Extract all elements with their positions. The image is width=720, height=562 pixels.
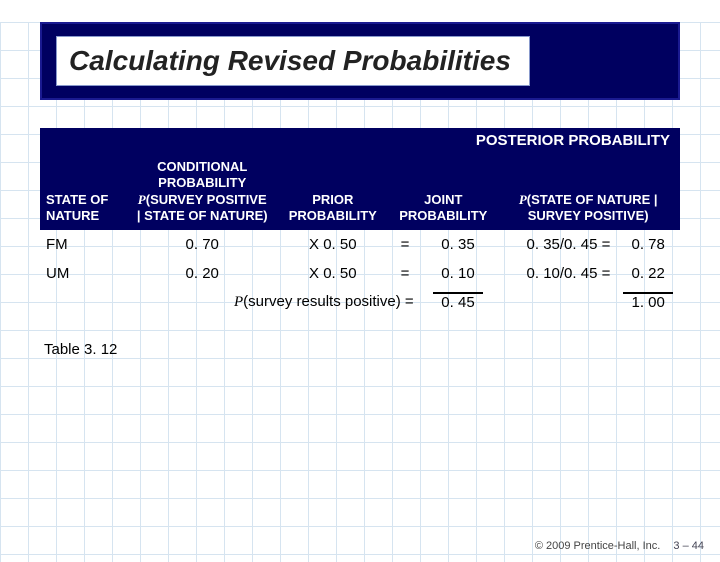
col-conditional-post: (SURVEY POSITIVE | STATE OF NATURE) (137, 192, 268, 223)
cell-joint: 0. 10 (420, 259, 497, 288)
cell-prior: X 0. 50 (275, 230, 390, 259)
table-row: FM 0. 70 X 0. 50 = 0. 35 0. 35/0. 45 = 0… (40, 230, 680, 259)
cell-conditional: 0. 20 (129, 259, 275, 288)
probability-table: POSTERIOR PROBABILITY STATE OF NATURE CO… (40, 128, 680, 317)
cell-joint: 0. 35 (420, 230, 497, 259)
cell-posterior-calc: 0. 35/0. 45 = (496, 230, 616, 259)
sum-label-rest: (survey results positive) = (243, 293, 413, 310)
footer: © 2009 Prentice-Hall, Inc. 3 – 44 (535, 540, 704, 552)
cell-posterior: 0. 22 (616, 259, 680, 288)
sum-joint: 0. 45 (420, 288, 497, 317)
sum-label-p: P (234, 294, 243, 310)
page-title: Calculating Revised Probabilities (69, 45, 511, 76)
title-box: Calculating Revised Probabilities (40, 22, 680, 100)
col-prior: PRIOR PROBABILITY (275, 153, 390, 230)
col-posterior-p: P (519, 192, 527, 207)
cell-state: FM (40, 230, 129, 259)
cell-prior: X 0. 50 (275, 259, 390, 288)
col-conditional-pre: CONDITIONAL PROBABILITY (157, 159, 247, 190)
posterior-header: POSTERIOR PROBABILITY (40, 128, 680, 153)
col-state: STATE OF NATURE (40, 153, 129, 230)
cell-conditional: 0. 70 (129, 230, 275, 259)
col-posterior: P(STATE OF NATURE | SURVEY POSITIVE) (496, 153, 680, 230)
page-number: 3 – 44 (673, 540, 704, 552)
title-inner: Calculating Revised Probabilities (56, 36, 530, 86)
sum-joint-value: 0. 45 (433, 292, 482, 311)
col-conditional-p: P (138, 192, 146, 207)
cell-state: UM (40, 259, 129, 288)
col-conditional: CONDITIONAL PROBABILITY P(SURVEY POSITIV… (129, 153, 275, 230)
sum-posterior: 1. 00 (616, 288, 680, 317)
sum-label: P(survey results positive) = (129, 288, 420, 317)
copyright: © 2009 Prentice-Hall, Inc. (535, 540, 661, 552)
cell-eq: = (390, 230, 419, 259)
cell-eq: = (390, 259, 419, 288)
table-caption: Table 3. 12 (44, 341, 720, 358)
sum-posterior-value: 1. 00 (623, 292, 672, 311)
cell-posterior-calc: 0. 10/0. 45 = (496, 259, 616, 288)
sum-row: P(survey results positive) = 0. 45 1. 00 (40, 288, 680, 317)
table-row: UM 0. 20 X 0. 50 = 0. 10 0. 10/0. 45 = 0… (40, 259, 680, 288)
cell-posterior: 0. 78 (616, 230, 680, 259)
col-posterior-post: (STATE OF NATURE | SURVEY POSITIVE) (527, 192, 658, 223)
col-joint: JOINT PROBABILITY (390, 153, 496, 230)
